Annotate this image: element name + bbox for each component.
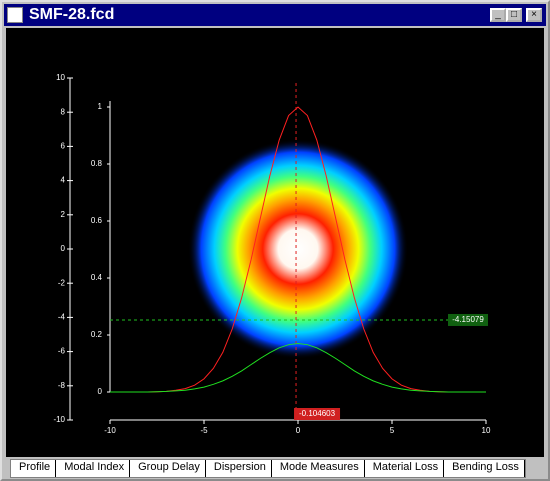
inner-tick-label: 0.2 [91, 330, 103, 339]
x-tick-label: -5 [200, 426, 208, 435]
x-tick-label: 10 [482, 426, 491, 435]
plot-area: 10 8 6 4 2 0 -2 -4 -6 -8 -10 0 0.2 0.4 0.6 0.8 1 -10 -5 0 5 1… [6, 28, 544, 457]
x-tick-label: 0 [296, 426, 301, 435]
tab-strip: Profile Modal Index Group Delay Dispersion M… [10, 459, 526, 478]
maximize-button[interactable]: □ [506, 8, 522, 22]
v-marker-label: -0.104603 [299, 409, 336, 418]
minimize-button[interactable]: _ [490, 8, 506, 22]
left-tick-label: 4 [61, 176, 66, 185]
left-tick-label: 0 [61, 244, 66, 253]
inner-tick-label: 0.8 [91, 159, 103, 168]
left-tick-label: 6 [61, 142, 66, 151]
left-tick-label: -8 [58, 381, 66, 390]
left-tick-label: 8 [61, 107, 66, 116]
inner-tick-label: 1 [98, 102, 103, 111]
title-bar: SMF-28.fcd _ □ × [4, 4, 546, 26]
mode-intensity-image [188, 139, 408, 359]
mode-curve [110, 343, 486, 393]
v-marker-label-box [294, 408, 341, 420]
left-tick-label: -10 [53, 415, 65, 424]
tab[interactable]: Material Loss [364, 460, 445, 477]
x-tick-label: -10 [104, 426, 116, 435]
tab[interactable]: Bending Loss [444, 460, 525, 477]
close-button[interactable]: × [526, 8, 542, 22]
tab[interactable]: Mode Measures [271, 460, 365, 477]
app-icon [7, 7, 23, 23]
x-tick-label: 5 [390, 426, 395, 435]
left-tick-label: -2 [58, 278, 66, 287]
inner-tick-label: 0.6 [91, 216, 103, 225]
window-title: SMF-28.fcd [29, 6, 115, 23]
tab[interactable]: Group Delay [130, 460, 206, 477]
tab[interactable]: Dispersion [205, 460, 272, 477]
inner-tick-label: 0.4 [91, 273, 103, 282]
h-marker-label-box [448, 313, 488, 326]
left-tick-label: -6 [58, 347, 66, 356]
inner-tick-label: 0 [98, 387, 103, 396]
left-tick-label: -4 [58, 313, 66, 322]
left-tick-label: 10 [56, 73, 65, 82]
left-tick-label: 2 [61, 210, 66, 219]
tab[interactable]: Profile [11, 460, 57, 477]
tab[interactable]: Modal Index [56, 460, 131, 477]
h-marker-label: -4.15079 [452, 315, 484, 324]
